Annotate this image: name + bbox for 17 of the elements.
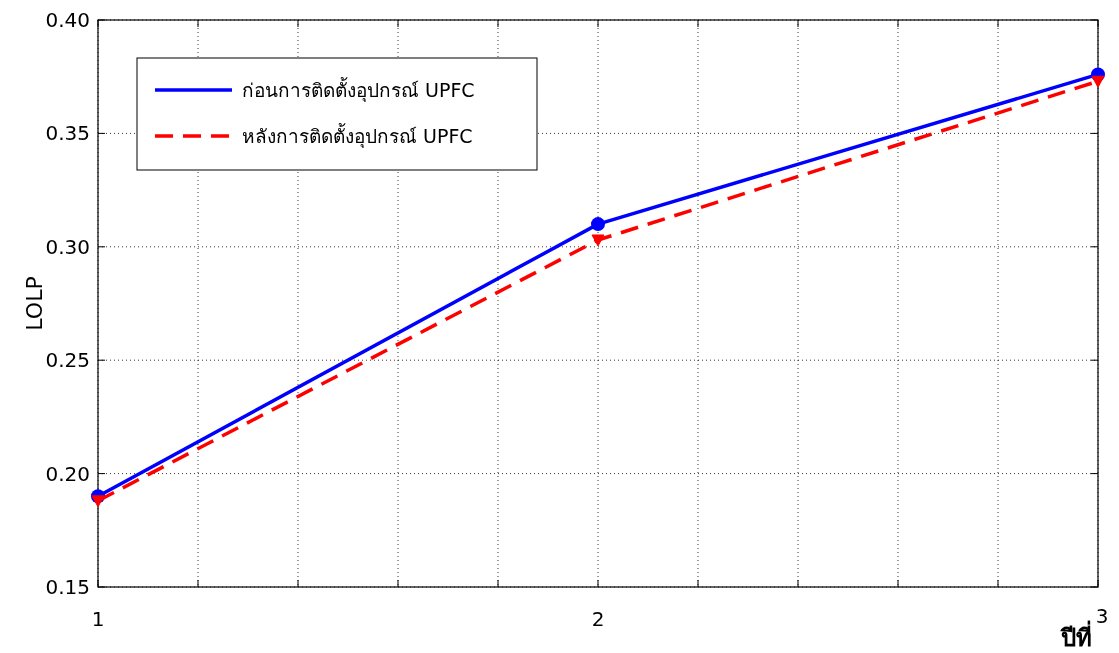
- y-tick-label: 0.15: [45, 575, 90, 599]
- y-tick-label: 0.20: [45, 461, 90, 486]
- y-tick-label: 0.40: [45, 8, 90, 32]
- x-tick-label: 3: [1095, 604, 1109, 628]
- x-axis-title: ปีที่: [1060, 620, 1092, 652]
- y-tick-label: 0.35: [45, 121, 90, 146]
- y-axis-title: LOLP: [22, 276, 47, 331]
- legend-label: หลังการติดตั้งอุปกรณ์ UPFC: [242, 123, 473, 149]
- point: [1091, 75, 1105, 88]
- point: [91, 495, 105, 508]
- point: [591, 217, 605, 232]
- point: [591, 234, 605, 247]
- legend-label: ก่อนการติดตั้งอุปกรณ์ UPFC: [242, 77, 475, 103]
- x-tick-label: 1: [91, 607, 105, 631]
- y-tick-label: 0.30: [45, 234, 90, 259]
- x-tick-label: 2: [591, 607, 605, 631]
- y-tick-label: 0.25: [45, 348, 90, 373]
